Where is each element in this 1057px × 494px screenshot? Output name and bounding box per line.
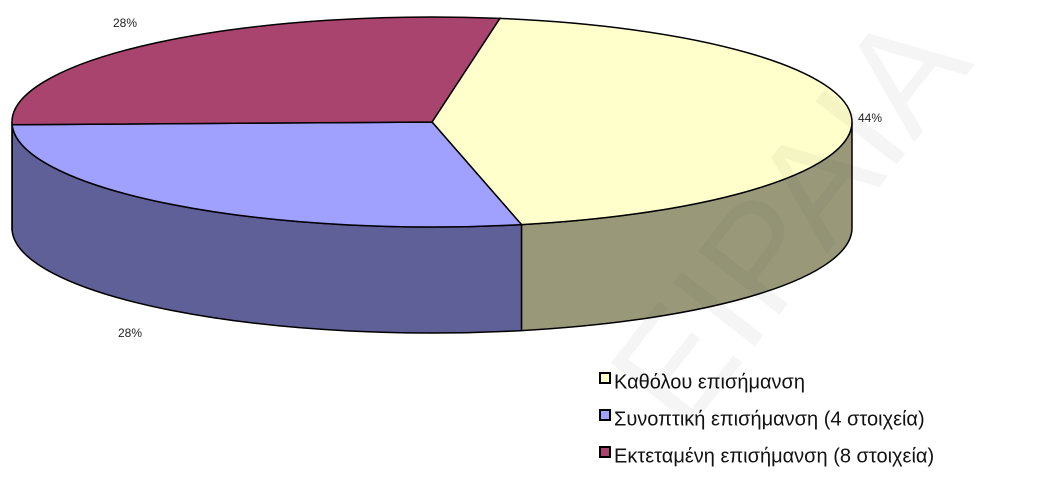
data-label: 28% <box>113 16 137 30</box>
data-label: 28% <box>118 326 142 340</box>
legend-label: Καθόλου επισήμανση <box>614 371 805 393</box>
pie-slice <box>11 121 524 228</box>
legend-swatch <box>599 409 611 421</box>
legend-swatch <box>599 372 611 384</box>
legend: Καθόλου επισήμανση Συνοπτική επισήμανση (… <box>599 371 934 467</box>
pie-slice <box>431 17 853 226</box>
legend-label: Συνοπτική επισήμανση (4 στοιχεία) <box>614 408 925 430</box>
pie <box>11 16 853 334</box>
legend-label: Εκτεταμένη επισήμανση (8 στοιχεία) <box>614 445 934 467</box>
pie-slice <box>11 16 502 126</box>
data-label: 44% <box>858 111 882 125</box>
legend-swatch <box>599 446 611 458</box>
